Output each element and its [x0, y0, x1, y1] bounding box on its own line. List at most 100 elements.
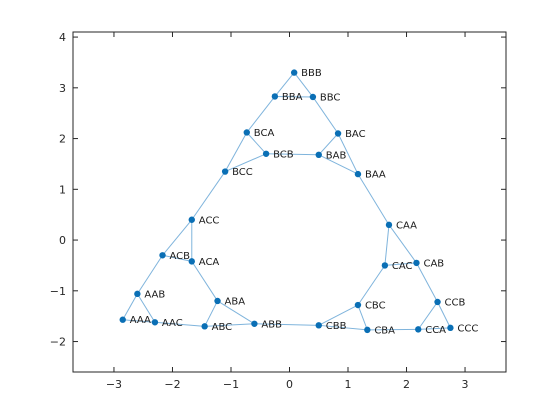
graph-nodes — [119, 69, 454, 334]
graph-edges — [122, 72, 451, 331]
y-tick-label: −2 — [50, 336, 66, 349]
x-tick-label: 1 — [345, 378, 352, 391]
edge-bac-baa — [337, 133, 359, 175]
node-acb — [159, 252, 166, 259]
edge-cac-cbc — [357, 265, 386, 306]
edge-ccb-cca — [417, 301, 438, 330]
node-abb — [251, 320, 258, 327]
edge-bba-bca — [246, 96, 276, 133]
y-tick-label: 3 — [59, 82, 66, 95]
node-label-bbb: BBB — [301, 68, 322, 79]
node-label-aac: AAC — [162, 318, 183, 329]
node-cac — [381, 262, 389, 269]
edge-bba-bbc — [274, 95, 313, 98]
edge-bca-bcb — [246, 132, 267, 155]
node-cba — [364, 326, 371, 334]
node-label-bba: BBA — [282, 92, 303, 103]
edge-aac-abc — [154, 321, 205, 327]
edge-bcb-bab — [266, 153, 319, 156]
edge-bbb-bbc — [293, 72, 314, 98]
node-caa — [385, 221, 393, 229]
node-acc — [188, 216, 195, 223]
edge-cba-cca — [367, 328, 419, 331]
node-label-bac: BAC — [345, 129, 366, 140]
x-tick-label: −3 — [106, 378, 122, 391]
node-label-cbb: CBB — [326, 321, 347, 332]
y-tick-label: 2 — [59, 133, 66, 146]
node-aab — [134, 290, 141, 298]
node-label-acc: ACC — [199, 215, 220, 226]
node-cab — [413, 259, 420, 267]
edge-bab-baa — [318, 154, 359, 175]
edge-caa-cac — [384, 224, 390, 266]
node-aca — [188, 258, 195, 265]
node-bbb — [290, 69, 298, 76]
node-label-abb: ABB — [261, 319, 282, 330]
edge-aab-aac — [136, 293, 156, 323]
edge-aaa-aac — [122, 319, 155, 323]
node-label-bca: BCA — [254, 128, 275, 139]
edge-cbc-cba — [357, 304, 368, 331]
x-tick-label: 3 — [462, 378, 469, 391]
node-ccc — [447, 324, 454, 332]
edge-caa-cab — [388, 224, 417, 264]
node-cca — [415, 326, 422, 333]
edge-cbb-cba — [318, 324, 368, 331]
node-cbc — [354, 301, 362, 309]
node-bba — [271, 93, 279, 100]
node-label-aca: ACA — [199, 257, 220, 268]
node-bac — [334, 130, 342, 137]
node-label-baa: BAA — [365, 170, 386, 181]
edge-acb-aab — [136, 255, 163, 295]
edge-abb-cbb — [254, 323, 319, 326]
y-tick-label: 1 — [59, 183, 66, 196]
node-ccb — [434, 298, 441, 306]
edge-aab-aaa — [122, 293, 138, 320]
axis-ticks: −3 −2 −1 0 1 2 3 −2 −1 0 1 2 3 4 — [50, 31, 506, 391]
x-tick-label: 0 — [286, 378, 293, 391]
node-label-bcb: BCB — [273, 149, 294, 160]
node-label-cac: CAC — [392, 261, 413, 272]
edge-ccb-ccc — [437, 301, 451, 329]
edge-acc-acb — [162, 219, 193, 256]
edge-bca-bcc — [224, 132, 248, 172]
node-label-bab: BAB — [326, 150, 347, 161]
node-label-ccb: CCB — [445, 297, 466, 308]
edge-bcb-bcc — [224, 153, 267, 173]
y-tick-label: −1 — [50, 285, 66, 298]
node-label-aba: ABA — [225, 296, 246, 307]
node-label-ccc: CCC — [457, 323, 478, 334]
edge-bcc-acc — [191, 171, 226, 221]
x-tick-label: 2 — [403, 378, 410, 391]
node-label-acb: ACB — [170, 251, 191, 262]
node-bab — [315, 151, 322, 159]
node-bca — [243, 129, 250, 136]
edge-aba-abc — [204, 300, 218, 327]
edge-acb-aca — [162, 254, 192, 262]
node-label-cbc: CBC — [365, 301, 386, 312]
node-label-cba: CBA — [374, 325, 395, 336]
node-label-caa: CAA — [396, 220, 417, 231]
node-abc — [201, 323, 208, 330]
x-tick-label: −1 — [223, 378, 239, 391]
node-bcb — [262, 150, 270, 157]
node-aac — [151, 319, 159, 326]
plot-area — [72, 31, 507, 373]
node-label-bbc: BBC — [320, 92, 341, 103]
edge-cac-cab — [384, 262, 417, 266]
node-aaa — [119, 316, 126, 323]
edge-bbb-bba — [274, 72, 295, 97]
x-tick-label: −2 — [164, 378, 180, 391]
node-aba — [214, 297, 221, 305]
node-label-cab: CAB — [423, 258, 444, 269]
edge-baa-caa — [357, 173, 390, 226]
edge-bbc-bac — [312, 96, 339, 134]
node-cbb — [315, 322, 322, 329]
node-label-aaa: AAA — [130, 315, 151, 326]
edge-aba-abb — [217, 300, 255, 325]
edge-cca-ccc — [418, 327, 451, 330]
edge-aca-aba — [191, 261, 218, 302]
node-label-bcc: BCC — [232, 167, 253, 178]
node-label-aab: AAB — [144, 289, 165, 300]
